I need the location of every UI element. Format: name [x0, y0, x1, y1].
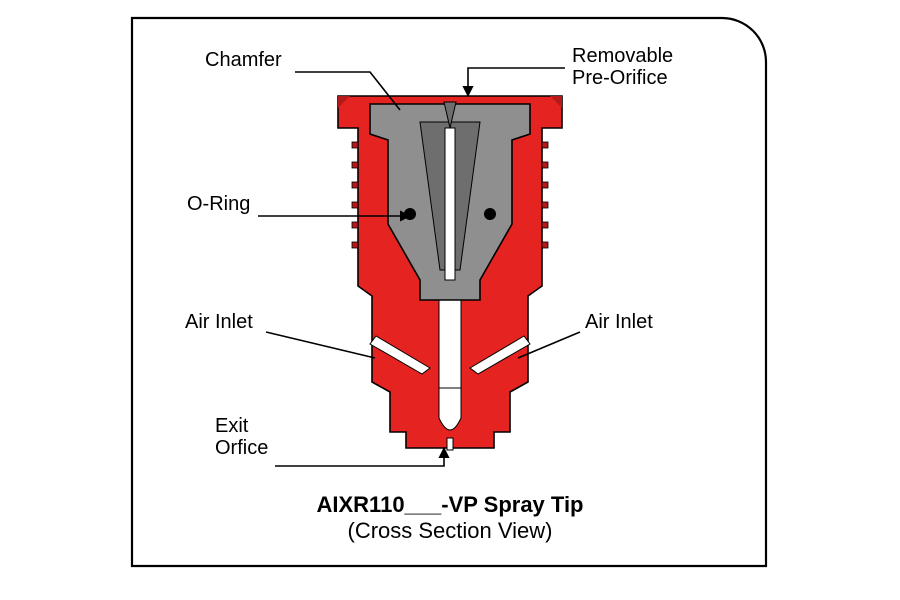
thread-ridge [542, 142, 548, 148]
thread-ridge [352, 182, 358, 188]
caption-line2: (Cross Section View) [348, 518, 553, 543]
thread-ridge [352, 242, 358, 248]
thread-ridge [352, 162, 358, 168]
thread-ridge [542, 202, 548, 208]
thread-ridge [352, 202, 358, 208]
thread-ridge [542, 242, 548, 248]
o-ring-right [484, 208, 496, 220]
diagram-svg: Chamfer RemovablePre-Orifice O-Ring Air Inl… [0, 0, 900, 600]
label-airinlet_l: Air Inlet [185, 311, 253, 333]
diagram-stage: Chamfer RemovablePre-Orifice O-Ring Air Inl… [0, 0, 900, 600]
label-exit: Exit [215, 415, 249, 437]
thread-ridge [542, 162, 548, 168]
mixing-chamber [439, 388, 461, 430]
caption-line1: AIXR110___-VP Spray Tip [317, 492, 584, 517]
exit-orifice [447, 438, 453, 450]
label-exit: Orfice [215, 437, 268, 459]
thread-ridge [352, 142, 358, 148]
thread-ridge [352, 222, 358, 228]
label-oring: O-Ring [187, 193, 250, 215]
insert-bore [445, 128, 455, 280]
label-preorifice: Removable [572, 45, 673, 67]
label-preorifice: Pre-Orifice [572, 67, 668, 89]
label-airinlet_r: Air Inlet [585, 311, 653, 333]
thread-ridge [542, 182, 548, 188]
label-chamfer: Chamfer [205, 49, 282, 71]
o-ring-left [404, 208, 416, 220]
thread-ridge [542, 222, 548, 228]
